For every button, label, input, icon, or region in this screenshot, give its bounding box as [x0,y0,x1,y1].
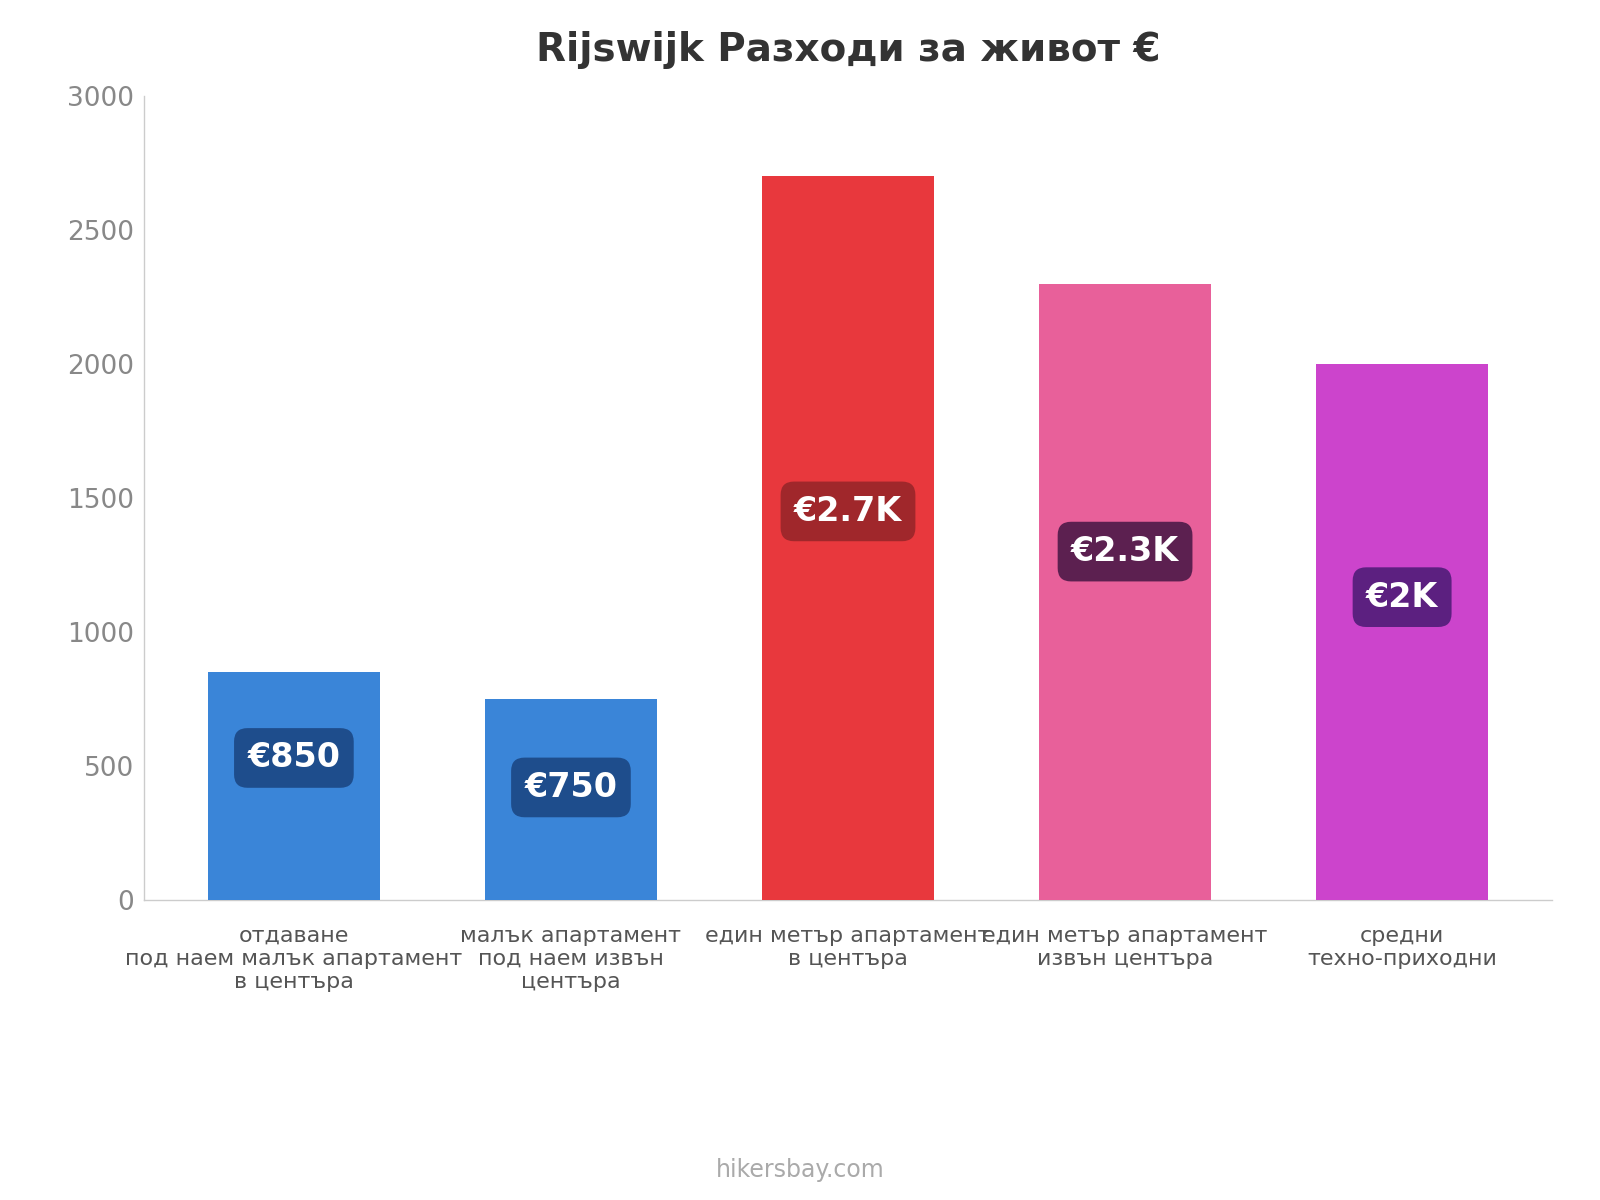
Bar [1317,364,1488,900]
Bar [208,672,379,900]
Text: hikersbay.com: hikersbay.com [715,1158,885,1182]
Title: Rijswijk Разходи за живот €: Rijswijk Разходи за живот € [536,31,1160,70]
Text: €2.7K: €2.7K [794,494,902,528]
Text: €850: €850 [248,742,341,774]
Bar [485,698,658,900]
Text: €750: €750 [525,770,618,804]
Bar [1038,283,1211,900]
Text: €2K: €2K [1366,581,1438,613]
Text: €2.3K: €2.3K [1070,535,1179,568]
Bar [762,176,934,900]
